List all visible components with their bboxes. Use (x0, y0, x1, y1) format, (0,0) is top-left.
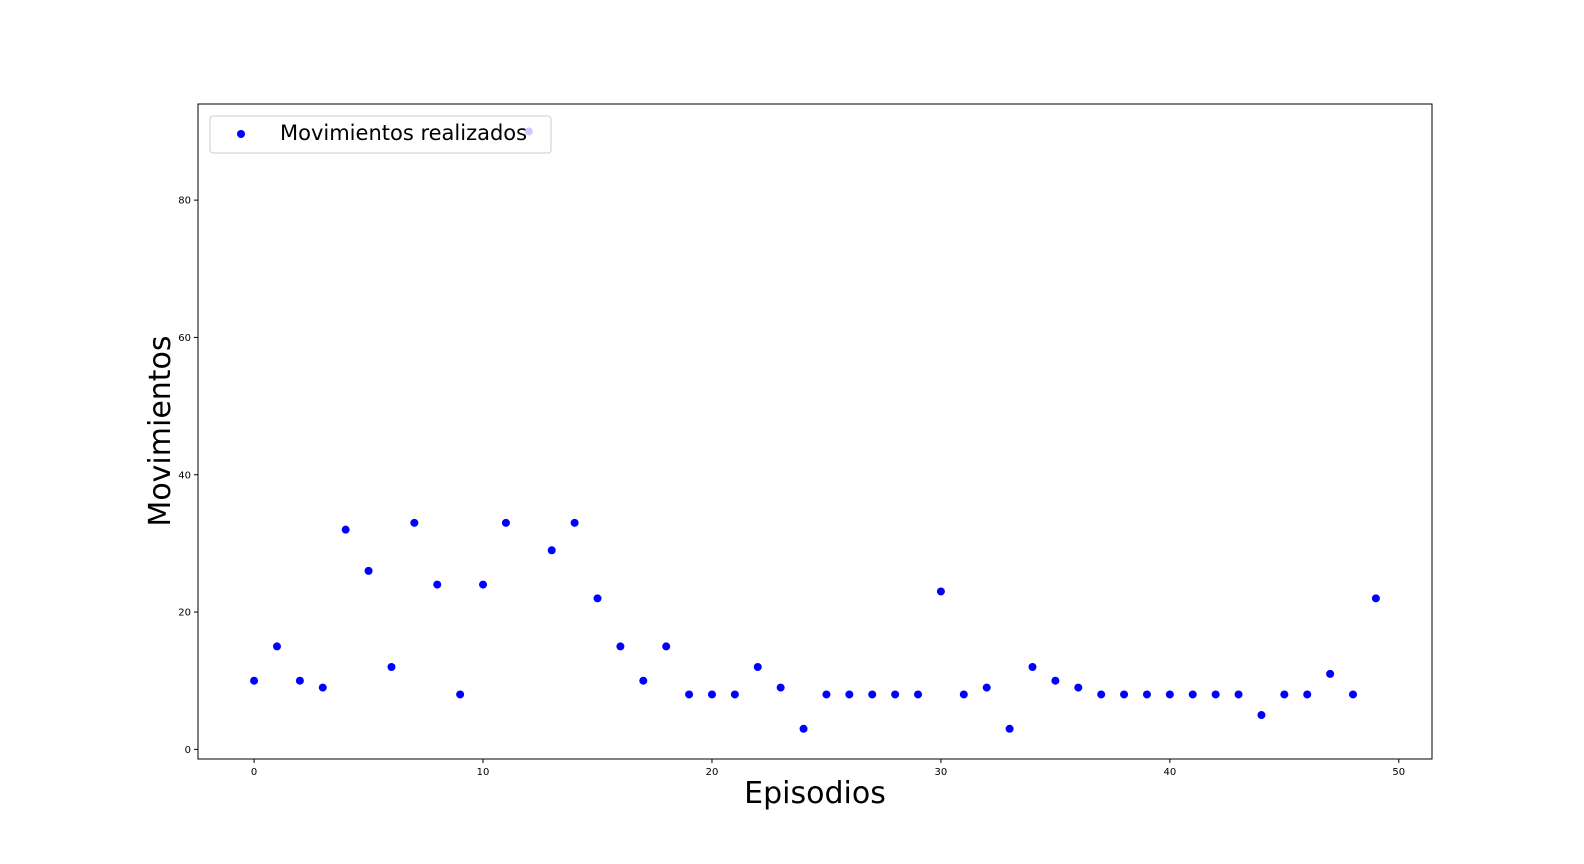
data-point (753, 662, 762, 671)
plot-frame (197, 103, 1433, 760)
data-point (1211, 690, 1220, 699)
data-point (593, 594, 602, 603)
data-point (822, 690, 831, 699)
data-point (364, 566, 373, 575)
data-points (250, 127, 1380, 733)
data-point (1303, 690, 1312, 699)
data-point (1165, 690, 1174, 699)
data-point (479, 580, 488, 589)
x-tick-label: 40 (1163, 767, 1176, 778)
y-tick-label: 80 (178, 196, 191, 207)
data-point (570, 518, 579, 527)
data-point (1051, 676, 1060, 685)
x-tick-label: 30 (935, 767, 948, 778)
x-tick-label: 20 (706, 767, 719, 778)
data-point (1120, 690, 1129, 699)
x-tick-label: 0 (251, 767, 257, 778)
data-point (272, 642, 281, 651)
data-point (936, 587, 945, 596)
legend: Movimientos realizados (209, 115, 552, 154)
y-tick-label: 20 (178, 608, 191, 619)
legend-marker (237, 130, 245, 138)
data-point (410, 518, 419, 527)
data-point (1142, 690, 1151, 699)
data-point (1074, 683, 1083, 692)
data-point (1280, 690, 1289, 699)
data-point (1028, 662, 1037, 671)
data-point (799, 724, 808, 733)
data-point (868, 690, 877, 699)
data-point (776, 683, 785, 692)
y-tick-label: 0 (185, 745, 191, 756)
data-point (616, 642, 625, 651)
data-point (959, 690, 968, 699)
data-point (456, 690, 465, 699)
data-point (685, 690, 694, 699)
data-point (707, 690, 716, 699)
legend-label: Movimientos realizados (280, 121, 527, 145)
data-point (547, 546, 556, 555)
y-axis-title: Movimientos (143, 335, 178, 526)
legend-box (209, 115, 552, 154)
data-point (662, 642, 671, 651)
data-point (1188, 690, 1197, 699)
data-point (1234, 690, 1243, 699)
data-point (1097, 690, 1106, 699)
y-axis-ticks: 0 20 40 60 80 (178, 196, 198, 756)
x-tick-label: 10 (477, 767, 490, 778)
data-point (914, 690, 923, 699)
data-point (318, 683, 327, 692)
data-point (730, 690, 739, 699)
data-point (1371, 594, 1380, 603)
data-point (387, 662, 396, 671)
data-point (639, 676, 648, 685)
data-point (295, 676, 304, 685)
data-point (433, 580, 442, 589)
y-tick-label: 40 (178, 470, 191, 481)
plot-area-background (198, 104, 1432, 759)
data-point (845, 690, 854, 699)
data-point (250, 676, 259, 685)
data-point (501, 518, 510, 527)
data-point (1257, 711, 1266, 720)
data-point (891, 690, 900, 699)
data-point (1326, 669, 1335, 678)
data-point (1005, 724, 1014, 733)
x-tick-label: 50 (1392, 767, 1405, 778)
data-point (982, 683, 991, 692)
data-point (341, 525, 350, 534)
x-axis-ticks: 0 10 20 30 40 50 (251, 759, 1405, 778)
data-point (1349, 690, 1358, 699)
x-axis-title: Episodios (744, 776, 886, 811)
y-tick-label: 60 (178, 333, 191, 344)
